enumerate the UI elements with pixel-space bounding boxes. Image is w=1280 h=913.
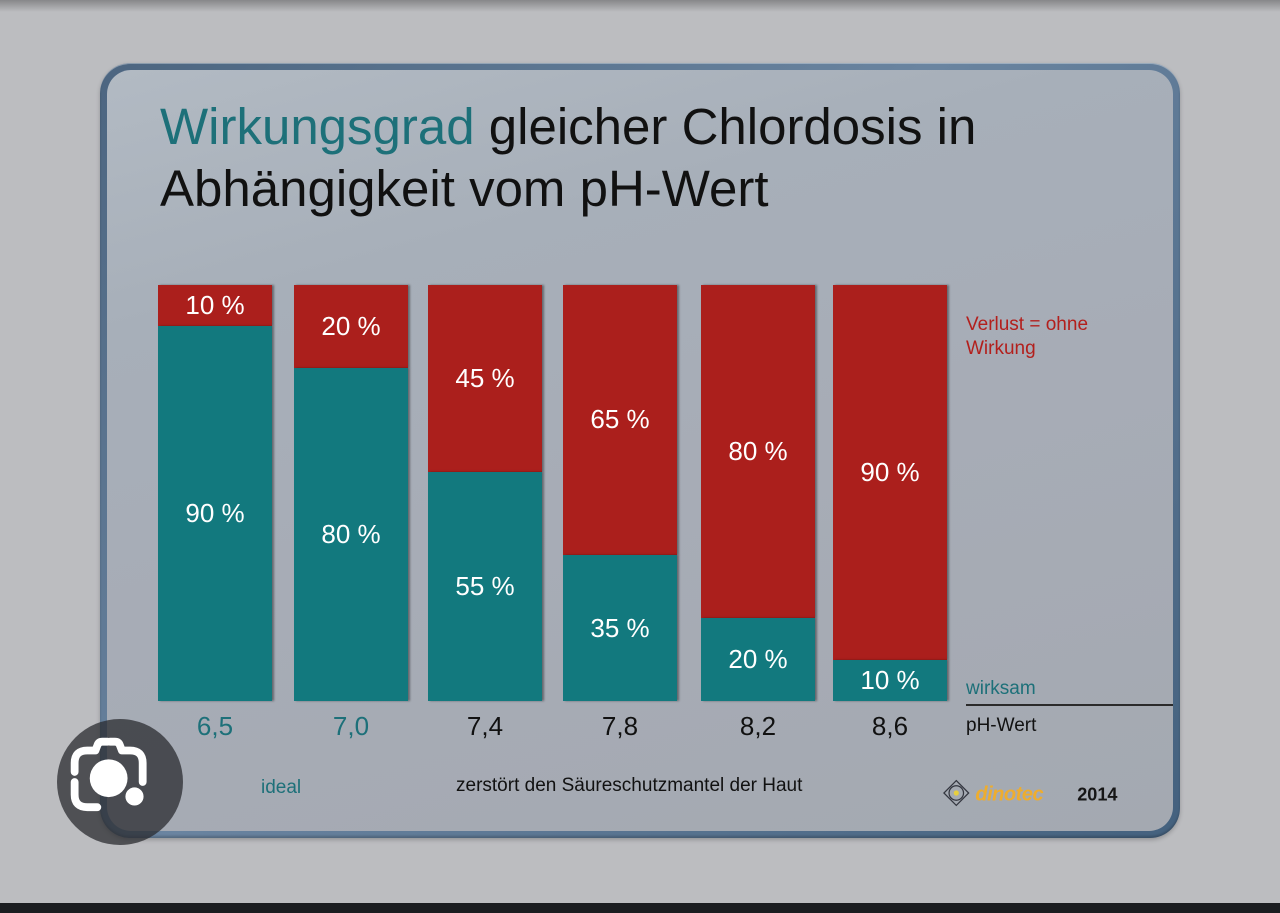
svg-text:dinotec: dinotec [975, 784, 1043, 806]
svg-text:2014: 2014 [1077, 785, 1117, 805]
